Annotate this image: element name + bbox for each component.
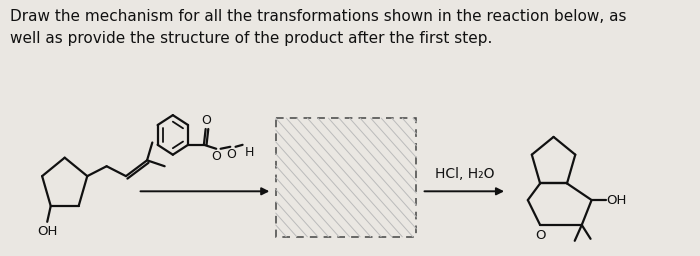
Text: O: O xyxy=(202,114,211,127)
Text: O: O xyxy=(535,229,545,242)
Bar xyxy=(276,118,416,237)
Text: H: H xyxy=(244,146,253,159)
Text: O: O xyxy=(226,148,236,161)
Text: HCl, H₂O: HCl, H₂O xyxy=(435,167,494,182)
Text: OH: OH xyxy=(607,194,627,207)
Text: OH: OH xyxy=(37,225,57,238)
Text: O: O xyxy=(211,150,221,163)
Text: well as provide the structure of the product after the first step.: well as provide the structure of the pro… xyxy=(10,31,493,46)
Text: Draw the mechanism for all the transformations shown in the reaction below, as: Draw the mechanism for all the transform… xyxy=(10,9,626,24)
